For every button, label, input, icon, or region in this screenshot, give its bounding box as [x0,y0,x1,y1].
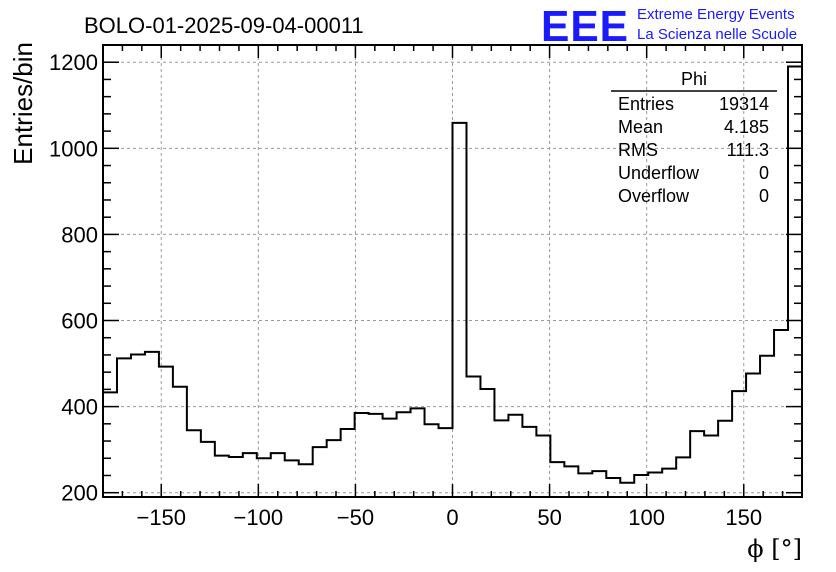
x-tick-label: 0 [446,505,458,530]
y-tick-label: 800 [61,222,98,247]
stats-rows: Entries 19314 Mean 4.185 RMS 111.3 Underflow 0 O… [618,94,769,206]
y-tick-label: 200 [61,481,98,506]
x-tick-label: −50 [337,505,374,530]
stats-label: Underflow [618,163,700,183]
x-axis-label: ϕ [°] [747,535,802,563]
stats-label: Overflow [618,186,690,206]
histogram-outline [103,65,802,484]
stats-value: 19314 [719,94,769,114]
eee-logo: EEE Extreme Energy Events La Scienza nel… [541,2,797,51]
y-tick-label: 600 [61,309,98,334]
y-tick-label: 1200 [49,50,98,75]
stats-value: 0 [759,163,769,183]
y-axis-label: Entries/bin [8,42,38,165]
x-tick-label: 150 [725,505,762,530]
stats-value: 0 [759,186,769,206]
y-tick-label: 400 [61,395,98,420]
chart-title: BOLO-01-2025-09-04-00011 [84,13,364,38]
stats-value: 4.185 [724,117,769,137]
stats-box: Phi Entries 19314 Mean 4.185 RMS 111.3 Underfl… [611,69,777,206]
stats-label: Mean [618,117,663,137]
logo-line-2: La Scienza nelle Scuole [637,26,797,43]
logo-mark: EEE [541,2,629,51]
tick-labels: −150 −100 −50 0 50 100 150 200 400 600 800 1000 1200 [49,50,762,530]
x-tick-label: 50 [537,505,561,530]
stats-title: Phi [681,69,707,89]
x-tick-label: −100 [234,505,284,530]
x-tick-label: 100 [628,505,665,530]
x-tick-label: −150 [136,505,186,530]
stats-label: Entries [618,94,674,114]
stats-label: RMS [618,140,658,160]
y-tick-label: 1000 [49,136,98,161]
axes-layer [102,44,803,498]
stats-value: 111.3 [727,140,769,160]
logo-line-1: Extreme Energy Events [637,6,795,23]
